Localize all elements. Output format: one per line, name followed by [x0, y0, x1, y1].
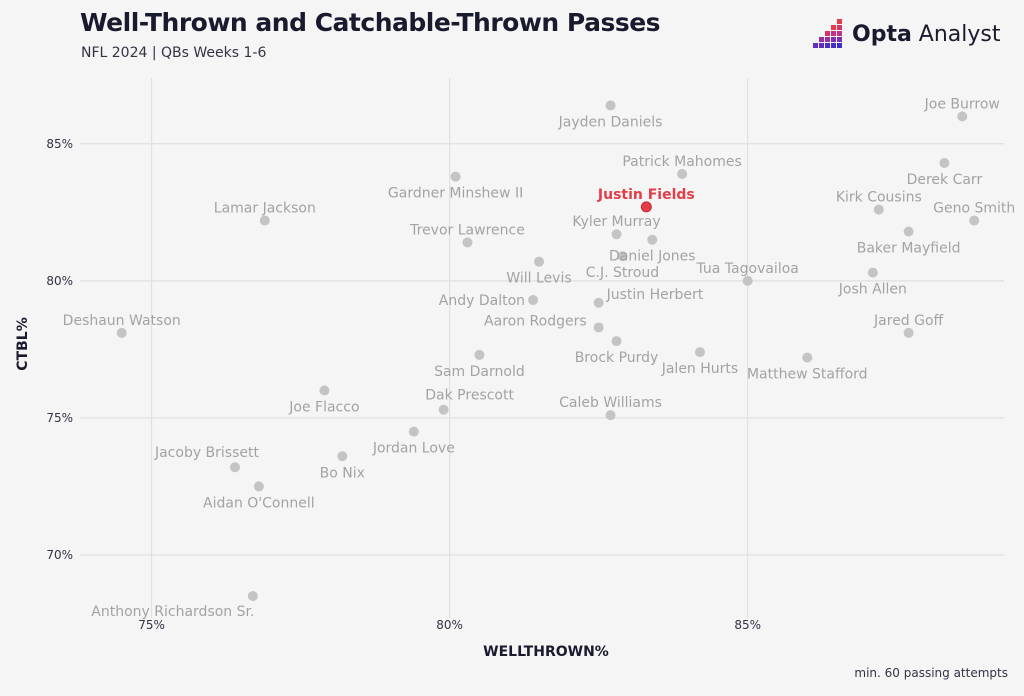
- point-derek-carr: [939, 157, 950, 168]
- chart-subtitle: NFL 2024 | QBs Weeks 1-6: [81, 45, 267, 61]
- label-jalen-hurts: Jalen Hurts: [661, 361, 738, 377]
- opta-pixel-logo-icon: [813, 19, 842, 48]
- point-aaron-rodgers: [593, 322, 604, 333]
- label-aidan-o-connell: Aidan O'Connell: [203, 495, 315, 511]
- x-tick-label: 75%: [138, 618, 165, 632]
- point-caleb-williams: [605, 410, 616, 421]
- label-will-levis: Will Levis: [506, 271, 571, 287]
- point-patrick-mahomes: [677, 168, 688, 179]
- brand-name-bold: Opta: [852, 21, 912, 47]
- point-labels: Joe Burrow Jayden Daniels Derek Carr Patric…: [63, 96, 1016, 620]
- point-matthew-stafford: [802, 352, 813, 363]
- label-matthew-stafford: Matthew Stafford: [747, 367, 868, 383]
- footnote: min. 60 passing attempts: [854, 666, 1008, 680]
- point-geno-smith: [969, 215, 980, 226]
- label-jacoby-brissett: Jacoby Brissett: [154, 445, 260, 461]
- point-daniel-jones: [647, 234, 658, 245]
- chart-title: Well-Thrown and Catchable-Thrown Passes: [80, 8, 661, 37]
- label-lamar-jackson: Lamar Jackson: [214, 201, 316, 217]
- point-trevor-lawrence: [462, 237, 473, 248]
- label-joe-flacco: Joe Flacco: [288, 399, 359, 415]
- point-gardner-minshew-ii: [450, 171, 461, 182]
- point-bo-nix: [337, 451, 348, 462]
- point-baker-mayfield: [903, 226, 914, 237]
- label-bo-nix: Bo Nix: [320, 465, 365, 481]
- label-kyler-murray: Kyler Murray: [572, 214, 660, 230]
- point-jayden-daniels: [605, 100, 616, 111]
- point-josh-allen: [867, 267, 878, 278]
- point-kyler-murray: [611, 229, 622, 240]
- label-trevor-lawrence: Trevor Lawrence: [409, 222, 525, 238]
- point-tua-tagovailoa: [742, 275, 753, 286]
- label-daniel-jones: Daniel Jones: [609, 249, 696, 265]
- label-andy-dalton: Andy Dalton: [439, 293, 525, 309]
- y-tick-label: 75%: [46, 411, 73, 425]
- point-joe-burrow: [957, 111, 968, 122]
- label-anthony-richardson-sr: Anthony Richardson Sr.: [91, 604, 254, 620]
- label-caleb-williams: Caleb Williams: [559, 395, 662, 411]
- x-tick-label: 80%: [436, 618, 463, 632]
- point-anthony-richardson-sr: [247, 591, 258, 602]
- tick-labels: 75% 80% 85% 70% 75% 80% 85%: [46, 137, 761, 632]
- label-gardner-minshew-ii: Gardner Minshew II: [388, 186, 523, 202]
- brand-name: Opta Analyst: [852, 22, 1001, 47]
- label-dak-prescott: Dak Prescott: [425, 388, 514, 404]
- point-lamar-jackson: [259, 215, 270, 226]
- y-tick-label: 80%: [46, 274, 73, 288]
- point-will-levis: [534, 256, 545, 267]
- y-tick-label: 85%: [46, 137, 73, 151]
- label-jayden-daniels: Jayden Daniels: [558, 114, 663, 130]
- brand-name-rest: Analyst: [911, 21, 1001, 47]
- point-jacoby-brissett: [229, 462, 240, 473]
- point-kirk-cousins: [873, 204, 884, 215]
- label-justin-fields: Justin Fields: [597, 187, 695, 203]
- label-sam-darnold: Sam Darnold: [434, 364, 525, 380]
- data-points: [116, 100, 980, 602]
- point-aidan-o-connell: [253, 481, 264, 492]
- label-geno-smith: Geno Smith: [933, 201, 1015, 217]
- point-jalen-hurts: [694, 347, 705, 358]
- point-sam-darnold: [474, 349, 485, 360]
- point-joe-flacco: [319, 385, 330, 396]
- label-joe-burrow: Joe Burrow: [924, 96, 1000, 112]
- point-jared-goff: [903, 327, 914, 338]
- point-deshaun-watson: [116, 327, 127, 338]
- label-baker-mayfield: Baker Mayfield: [857, 241, 961, 257]
- label-jordan-love: Jordan Love: [372, 441, 455, 457]
- label-justin-herbert: Justin Herbert: [606, 287, 704, 303]
- label-josh-allen: Josh Allen: [838, 282, 907, 298]
- point-brock-purdy: [611, 336, 622, 347]
- label-deshaun-watson: Deshaun Watson: [63, 313, 181, 329]
- point-justin-herbert: [593, 297, 604, 308]
- point-jordan-love: [408, 426, 419, 437]
- grid-lines: [80, 78, 1004, 618]
- brand-logo: Opta Analyst: [810, 14, 1001, 54]
- point-c-j-stroud: [617, 251, 628, 262]
- x-tick-label: 85%: [734, 618, 761, 632]
- point-justin-fields: [640, 201, 652, 213]
- label-jared-goff: Jared Goff: [873, 313, 944, 329]
- y-axis-title: CTBL%: [15, 317, 31, 370]
- label-aaron-rodgers: Aaron Rodgers: [484, 313, 587, 329]
- point-andy-dalton: [528, 295, 539, 306]
- y-tick-label: 70%: [46, 548, 73, 562]
- label-patrick-mahomes: Patrick Mahomes: [622, 154, 741, 170]
- label-derek-carr: Derek Carr: [907, 172, 983, 188]
- label-kirk-cousins: Kirk Cousins: [836, 190, 922, 206]
- label-c-j-stroud: C.J. Stroud: [586, 265, 659, 281]
- x-axis-title: WELLTHROWN%: [483, 644, 609, 660]
- label-brock-purdy: Brock Purdy: [575, 350, 659, 366]
- point-dak-prescott: [438, 404, 449, 415]
- label-tua-tagovailoa: Tua Tagovailoa: [695, 261, 798, 277]
